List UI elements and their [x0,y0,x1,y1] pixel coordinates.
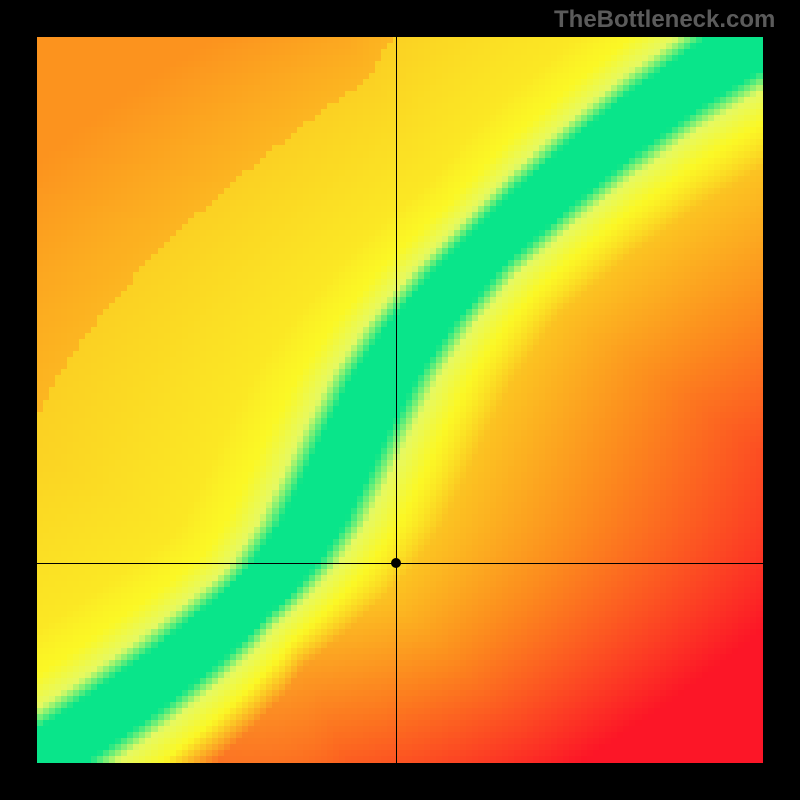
bottleneck-heatmap [37,37,763,763]
watermark-text: TheBottleneck.com [554,6,775,34]
crosshair-vertical [396,37,397,763]
